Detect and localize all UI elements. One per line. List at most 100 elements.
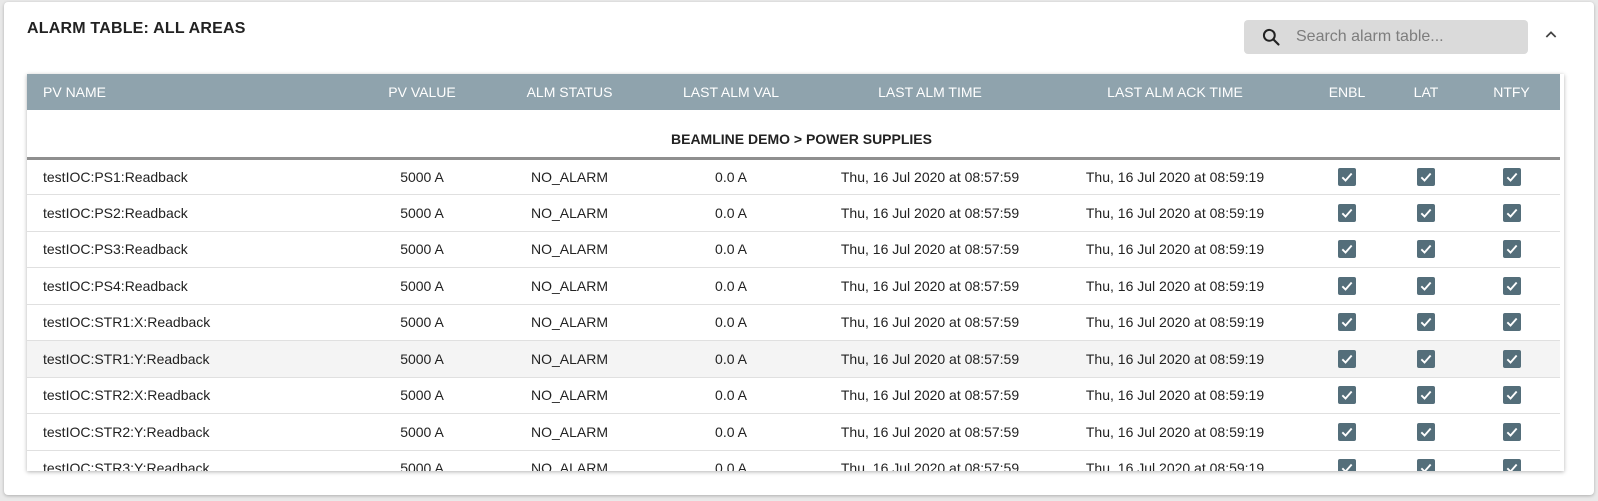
column-header[interactable]: ALM STATUS — [526, 84, 613, 100]
lat-checkbox-cell — [1389, 195, 1463, 232]
last-alarm-ack-time-cell: Thu, 16 Jul 2020 at 08:59:19 — [1085, 423, 1265, 440]
enbl-checkbox[interactable] — [1338, 386, 1356, 405]
lat-checkbox[interactable] — [1417, 167, 1435, 186]
column-header[interactable]: PV NAME — [43, 84, 107, 100]
enbl-checkbox-cell — [1305, 231, 1389, 268]
ntfy-checkbox[interactable] — [1502, 422, 1521, 441]
lat-checkbox[interactable] — [1417, 349, 1435, 368]
pv-value-cell: 5000 A — [400, 168, 444, 185]
ntfy-checkbox-cell — [1463, 377, 1560, 414]
alarm-status-cell: NO_ALARM — [530, 460, 609, 471]
alarm-table-container[interactable]: PV NAME PV VALUE ALM STATUS LAST ALM VAL LAS… — [27, 74, 1564, 471]
collapse-button[interactable] — [1538, 24, 1564, 50]
ntfy-checkbox-cell — [1463, 450, 1560, 471]
lat-checkbox-cell — [1389, 158, 1463, 195]
ntfy-checkbox[interactable] — [1502, 276, 1521, 295]
ntfy-checkbox[interactable] — [1502, 459, 1521, 471]
enbl-checkbox[interactable] — [1338, 276, 1356, 295]
table-row[interactable]: testIOC:PS4:Readback 5000 A NO_ALARM 0.0 A T… — [27, 268, 1560, 305]
pv-name-cell: testIOC:STR1:X:Readback — [43, 314, 211, 331]
search-input[interactable] — [1296, 28, 1526, 46]
last-alarm-time-cell: Thu, 16 Jul 2020 at 08:57:59 — [840, 241, 1020, 258]
checkbox-checked-icon — [1420, 208, 1432, 218]
lat-checkbox[interactable] — [1417, 386, 1435, 405]
search-box[interactable] — [1244, 20, 1528, 54]
table-row[interactable]: testIOC:STR2:Y:Readback 5000 A NO_ALARM 0.0… — [27, 414, 1560, 451]
checkbox-checked-icon — [1341, 281, 1353, 291]
last-alarm-value-cell: 0.0 A — [715, 314, 747, 331]
table-row[interactable]: testIOC:STR1:Y:Readback 5000 A NO_ALARM 0.0… — [27, 340, 1560, 378]
pv-value-cell: 5000 A — [400, 204, 444, 221]
column-header[interactable]: LAST ALM VAL — [683, 84, 779, 100]
last-alarm-time-cell: Thu, 16 Jul 2020 at 08:57:59 — [840, 460, 1020, 471]
ntfy-checkbox-cell — [1463, 195, 1560, 232]
enbl-checkbox-cell — [1305, 158, 1389, 195]
ntfy-checkbox[interactable] — [1502, 386, 1521, 405]
column-header[interactable]: LAST ALM TIME — [878, 84, 982, 100]
table-row[interactable]: testIOC:STR2:X:Readback 5000 A NO_ALARM 0.0… — [27, 377, 1560, 414]
enbl-checkbox-cell — [1305, 377, 1389, 414]
enbl-checkbox[interactable] — [1338, 422, 1356, 441]
last-alarm-ack-time-cell: Thu, 16 Jul 2020 at 08:59:19 — [1085, 168, 1265, 185]
checkbox-checked-icon — [1341, 318, 1353, 328]
table-header: PV NAME PV VALUE ALM STATUS LAST ALM VAL LAS… — [27, 74, 1560, 110]
enbl-checkbox-cell — [1305, 414, 1389, 451]
enbl-checkbox[interactable] — [1338, 167, 1356, 186]
pv-name-cell: testIOC:STR2:X:Readback — [43, 387, 211, 404]
column-header[interactable]: LAST ALM ACK TIME — [1107, 84, 1243, 100]
column-header[interactable]: PV VALUE — [388, 84, 456, 100]
pv-name-cell: testIOC:PS4:Readback — [43, 277, 188, 294]
enbl-checkbox[interactable] — [1338, 240, 1356, 259]
enbl-checkbox[interactable] — [1338, 203, 1356, 222]
alarm-status-cell: NO_ALARM — [530, 241, 609, 258]
enbl-checkbox-cell — [1305, 268, 1389, 305]
lat-checkbox[interactable] — [1417, 422, 1435, 441]
checkbox-checked-icon — [1506, 391, 1517, 401]
ntfy-checkbox-cell — [1463, 341, 1560, 378]
search-icon — [1260, 26, 1282, 48]
lat-checkbox[interactable] — [1417, 240, 1435, 259]
table-row[interactable]: testIOC:PS3:Readback 5000 A NO_ALARM 0.0 A T… — [27, 231, 1560, 268]
table-row[interactable]: testIOC:STR3:Y:Readback 5000 A NO_ALARM 0.0… — [27, 450, 1560, 471]
checkbox-checked-icon — [1341, 427, 1353, 437]
last-alarm-value-cell: 0.0 A — [715, 387, 747, 404]
pv-value-cell: 5000 A — [400, 241, 444, 258]
column-header[interactable]: LAT — [1413, 84, 1439, 100]
last-alarm-time-cell: Thu, 16 Jul 2020 at 08:57:59 — [840, 314, 1020, 331]
table-row[interactable]: testIOC:PS1:Readback 5000 A NO_ALARM 0.0 A T… — [27, 158, 1560, 195]
alarm-status-cell: NO_ALARM — [530, 277, 609, 294]
last-alarm-ack-time-cell: Thu, 16 Jul 2020 at 08:59:19 — [1085, 204, 1265, 221]
ntfy-checkbox[interactable] — [1502, 203, 1521, 222]
ntfy-checkbox[interactable] — [1502, 349, 1521, 368]
pv-value-cell: 5000 A — [400, 277, 444, 294]
ntfy-checkbox[interactable] — [1502, 167, 1521, 186]
lat-checkbox[interactable] — [1417, 276, 1435, 295]
group-label: BEAMLINE DEMO > POWER SUPPLIES — [27, 110, 1560, 160]
last-alarm-value-cell: 0.0 A — [715, 350, 747, 367]
alarm-table-panel: ALARM TABLE: ALL AREAS PV NAME PV VALUE AL… — [4, 2, 1594, 495]
checkbox-checked-icon — [1506, 354, 1517, 364]
lat-checkbox[interactable] — [1417, 313, 1435, 332]
ntfy-checkbox[interactable] — [1502, 313, 1521, 332]
checkbox-checked-icon — [1506, 172, 1517, 182]
checkbox-checked-icon — [1420, 354, 1432, 364]
ntfy-checkbox[interactable] — [1502, 240, 1521, 259]
column-header[interactable]: NTFY — [1493, 84, 1530, 100]
panel-title: ALARM TABLE: ALL AREAS — [27, 20, 246, 37]
checkbox-checked-icon — [1420, 281, 1432, 291]
enbl-checkbox[interactable] — [1338, 313, 1356, 332]
enbl-checkbox[interactable] — [1338, 459, 1356, 471]
table-row[interactable]: testIOC:PS2:Readback 5000 A NO_ALARM 0.0 A T… — [27, 195, 1560, 232]
enbl-checkbox-cell — [1305, 341, 1389, 378]
lat-checkbox[interactable] — [1417, 203, 1435, 222]
pv-name-cell: testIOC:PS3:Readback — [43, 241, 188, 258]
last-alarm-value-cell: 0.0 A — [715, 168, 747, 185]
enbl-checkbox[interactable] — [1338, 349, 1356, 368]
column-header[interactable]: ENBL — [1328, 84, 1366, 100]
table-row[interactable]: testIOC:STR1:X:Readback 5000 A NO_ALARM 0.0… — [27, 304, 1560, 341]
lat-checkbox[interactable] — [1417, 459, 1435, 471]
checkbox-checked-icon — [1506, 245, 1517, 255]
lat-checkbox-cell — [1389, 450, 1463, 471]
alarm-status-cell: NO_ALARM — [530, 204, 609, 221]
checkbox-checked-icon — [1506, 318, 1517, 328]
